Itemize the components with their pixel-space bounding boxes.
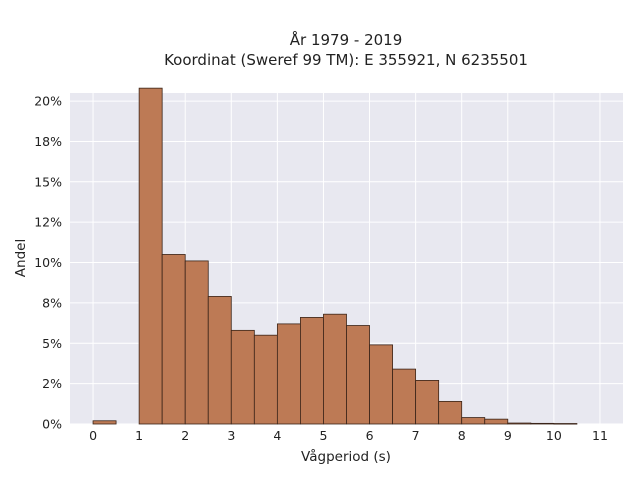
- histogram-bar: [92, 420, 117, 425]
- y-tick-labels: 0% 2% 5% 8% 10% 12% 15% 18% 20%: [34, 94, 62, 432]
- y-tick-label: 5%: [42, 336, 62, 351]
- chart-title-line-2: Koordinat (Sweref 99 TM): E 355921, N 62…: [164, 51, 528, 69]
- histogram-bar: [300, 317, 324, 425]
- histogram-bar: [161, 254, 186, 425]
- x-tick-label: 0: [89, 428, 97, 443]
- y-tick-label: 2%: [42, 376, 62, 391]
- y-tick-label: 10%: [34, 255, 62, 270]
- histogram-bar: [207, 296, 232, 425]
- y-tick-label: 15%: [34, 174, 62, 189]
- histogram-bar: [507, 422, 532, 425]
- y-tick-label: 8%: [42, 295, 62, 310]
- histogram-bar: [230, 329, 255, 425]
- y-tick-label: 18%: [34, 134, 62, 149]
- histogram-bar: [276, 323, 301, 425]
- x-tick-label: 9: [504, 428, 512, 443]
- histogram-bar: [484, 418, 509, 425]
- histogram-bar: [323, 313, 347, 425]
- histogram-bar: [392, 368, 417, 425]
- y-tick-label: 12%: [34, 215, 62, 230]
- histogram-bar: [184, 260, 209, 425]
- x-tick-label: 5: [319, 428, 327, 443]
- x-tick-label: 7: [412, 428, 420, 443]
- chart-title-line-1: År 1979 - 2019: [290, 30, 403, 49]
- x-tick-labels: 0 1 2 3 4 5 6 7 8 9 10 11: [89, 428, 608, 443]
- histogram-bar: [461, 417, 486, 425]
- x-tick-label: 8: [458, 428, 466, 443]
- x-tick-label: 11: [592, 428, 608, 443]
- y-tick-label: 20%: [34, 94, 62, 109]
- histogram-bar: [138, 87, 163, 425]
- histogram-bar: [438, 400, 463, 425]
- x-tick-label: 6: [366, 428, 374, 443]
- y-tick-label: 0%: [42, 417, 62, 432]
- x-tick-label: 3: [227, 428, 235, 443]
- x-tick-label: 10: [546, 428, 562, 443]
- x-axis-label: Vågperiod (s): [301, 448, 391, 465]
- x-tick-label: 2: [181, 428, 189, 443]
- x-tick-label: 4: [273, 428, 281, 443]
- histogram-bar: [415, 380, 440, 425]
- histogram-bar: [369, 344, 393, 425]
- y-axis-label: Andel: [13, 239, 29, 277]
- histogram-bar: [530, 422, 555, 425]
- x-tick-label: 1: [135, 428, 143, 443]
- histogram-bar: [253, 334, 278, 425]
- histogram-bar: [346, 325, 370, 425]
- histogram-bar: [553, 423, 578, 425]
- bars: [92, 87, 578, 425]
